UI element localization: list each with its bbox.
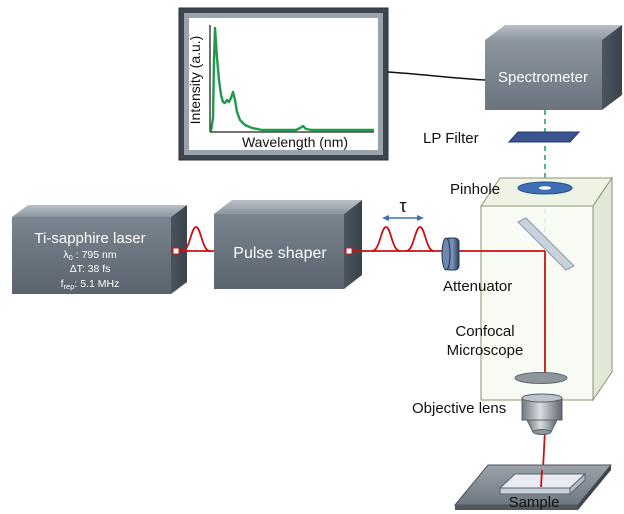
objective-lens — [521, 393, 563, 435]
spectrometer-box: Spectrometer — [485, 25, 622, 110]
attenuator — [441, 237, 460, 271]
pulse-shaper-box: Pulse shaper — [214, 200, 362, 289]
microscope-label-line2: Microscope — [447, 342, 524, 359]
lp-filter — [507, 131, 581, 143]
spectrum-x-label: Wavelength (nm) — [242, 134, 348, 150]
spectrometer-label: Spectrometer — [498, 69, 588, 86]
laser-output-port — [172, 247, 180, 255]
pinhole — [517, 181, 573, 195]
sample-slide — [498, 472, 587, 496]
delay-arrow — [382, 215, 424, 221]
pinhole-label: Pinhole — [450, 181, 500, 198]
microscope-label-line1: Confocal — [455, 323, 514, 340]
pulse-shaper-label: Pulse shaper — [233, 245, 327, 262]
laser-pulse-duration: ΔT: 38 fs — [70, 263, 111, 275]
attenuator-label: Attenuator — [443, 278, 512, 295]
objective-lens-label: Objective lens — [412, 400, 506, 417]
laser-wavelength: λ0 : 795 nm — [63, 249, 116, 262]
pulse-pair-first — [371, 226, 401, 252]
single-pulse — [181, 226, 211, 252]
pulse-pair-second — [405, 226, 435, 252]
laser-title: Ti-sapphire laser — [34, 230, 145, 247]
confocal-microscope-box — [480, 176, 613, 402]
tube-lens — [514, 372, 568, 384]
laser-rep-rate: frep: 5.1 MHz — [61, 278, 120, 291]
spectrum-monitor: Intensity (a.u.) Wavelength (nm) — [178, 7, 389, 161]
monitor-cable — [387, 71, 486, 81]
lp-filter-label: LP Filter — [423, 130, 479, 147]
spectrum-curve — [209, 26, 374, 132]
sample-label: Sample — [509, 494, 560, 511]
spectrum-y-label: Intensity (a.u.) — [187, 36, 203, 125]
shaper-output-port — [345, 247, 353, 255]
ti-sapphire-laser-box: Ti-sapphire laser λ0 : 795 nm ΔT: 38 fs … — [12, 205, 187, 294]
dichroic-mirror — [517, 217, 575, 271]
delay-tau-label: τ — [399, 196, 406, 216]
beam-focus — [540, 469, 543, 488]
